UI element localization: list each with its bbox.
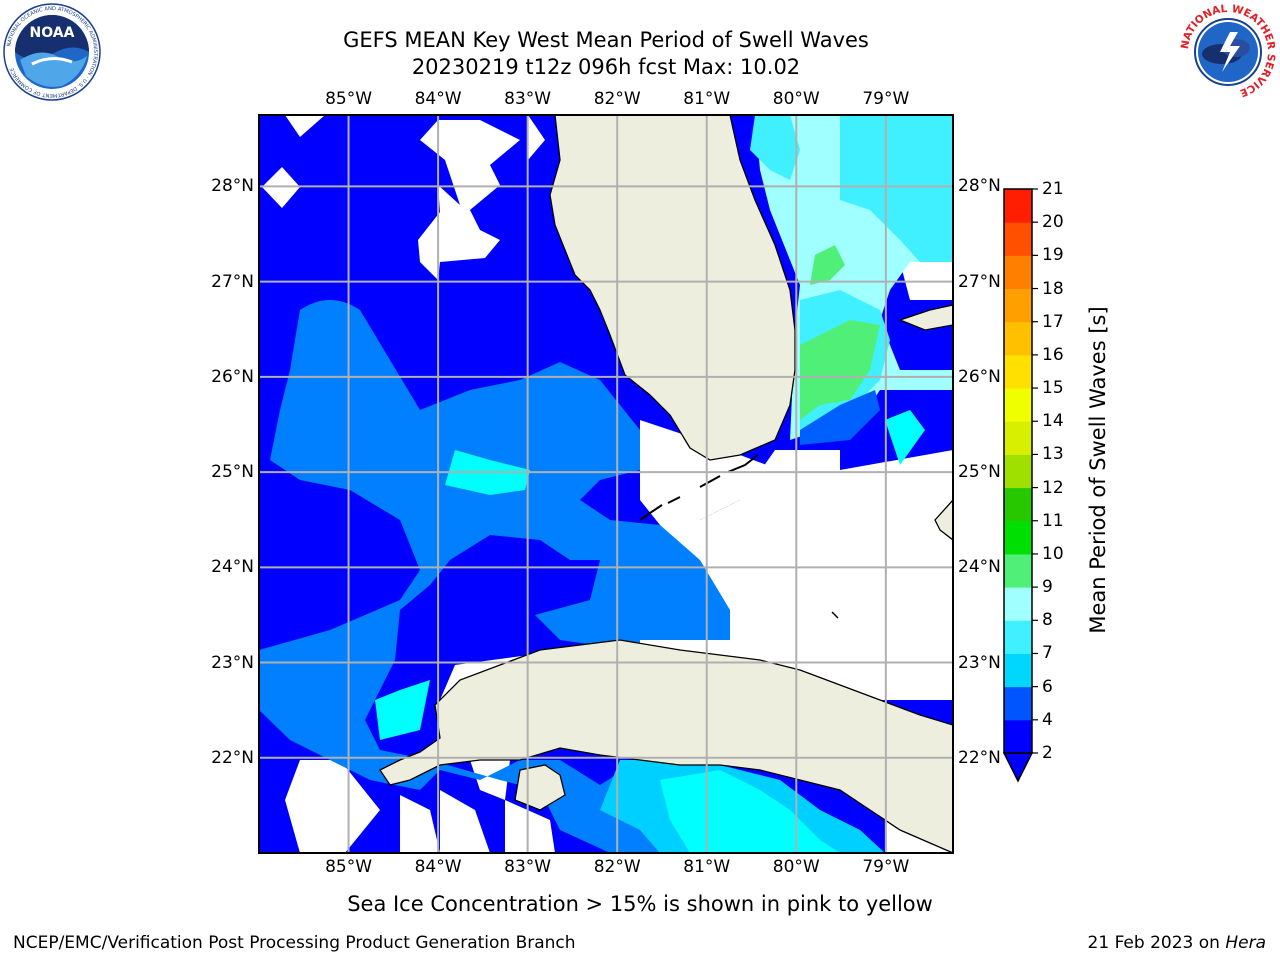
lon-tick-bottom: 83°W	[504, 857, 552, 877]
colorbar-segment	[1004, 189, 1032, 223]
colorbar-segment	[1004, 620, 1032, 654]
colorbar-tick-label: 8	[1042, 610, 1053, 631]
map-plot-area	[259, 115, 953, 853]
colorbar-title: Mean Period of Swell Waves [s]	[1086, 306, 1110, 634]
footer-machine: Hera	[1225, 933, 1266, 953]
colorbar-segment	[1004, 454, 1032, 489]
lon-tick-bottom: 84°W	[414, 857, 462, 877]
colorbar-tick-label: 4	[1042, 709, 1053, 730]
lon-tick-bottom: 85°W	[325, 857, 373, 877]
colorbar-tick-label: 15	[1042, 378, 1064, 399]
lat-tick-right: 22°N	[958, 747, 1001, 768]
footer-right: 21 Feb 2023 on Hera	[1088, 933, 1266, 953]
lat-tick-left: 23°N	[211, 652, 254, 673]
lat-tick-left: 28°N	[211, 176, 254, 197]
colorbar-segment	[1004, 686, 1032, 721]
lon-tick-top: 83°W	[504, 89, 552, 109]
footer-left: NCEP/EMC/Verification Post Processing Pr…	[13, 933, 576, 953]
lat-tick-left: 26°N	[211, 366, 254, 387]
colorbar-tick-label: 6	[1042, 676, 1053, 697]
colorbar-tick-label: 10	[1042, 543, 1064, 564]
colorbar-segment	[1004, 388, 1032, 422]
lat-tick-left: 27°N	[211, 271, 254, 292]
chart-title-line2: 20230219 t12z 096h fcst Max: 10.02	[411, 55, 801, 79]
colorbar-segment	[1004, 487, 1032, 522]
cay-sal	[831, 611, 839, 619]
lon-tick-bottom: 81°W	[683, 857, 731, 877]
colorbar-tick-label: 21	[1042, 179, 1064, 199]
colorbar-tick-label: 20	[1042, 212, 1064, 233]
colorbar-extend-min	[1002, 752, 1034, 783]
swell-field-green-south	[800, 320, 880, 420]
colorbar-tick-label: 7	[1042, 643, 1053, 664]
colorbar-tick-label: 13	[1042, 444, 1064, 465]
colorbar-tick-label: 17	[1042, 311, 1064, 332]
lon-tick-top: 81°W	[683, 89, 731, 109]
colorbar-segment	[1004, 719, 1032, 754]
swell-field-green-north	[810, 245, 845, 285]
lon-tick-top: 85°W	[325, 89, 373, 109]
colorbar-tick-label: 11	[1042, 510, 1064, 531]
lat-tick-right: 27°N	[958, 271, 1001, 292]
swell-field-mid-atlantic	[800, 390, 880, 445]
florida-landmass	[549, 115, 796, 461]
lon-tick-top: 79°W	[862, 89, 910, 109]
colorbar-tick-label: 16	[1042, 344, 1064, 365]
swell-field-mid	[259, 300, 730, 853]
lon-tick-bottom: 82°W	[593, 857, 641, 877]
lon-tick-bottom: 80°W	[772, 857, 820, 877]
noaa-logo: NOAA NATIONAL OCEANIC AND ATMOSPHERIC AD…	[3, 3, 101, 101]
colorbar	[1002, 188, 1038, 783]
colorbar-tick-label: 14	[1042, 411, 1064, 432]
florida-keys	[639, 454, 759, 521]
lat-tick-left: 22°N	[211, 747, 254, 768]
colorbar-segment	[1004, 553, 1032, 588]
bahamas-grand	[898, 304, 953, 331]
colorbar-segment	[1004, 653, 1032, 688]
lon-tick-top: 84°W	[414, 89, 462, 109]
lat-tick-right: 28°N	[958, 176, 1001, 197]
swell-field-cyan-south-core	[660, 770, 840, 853]
sea-ice-caption: Sea Ice Concentration > 15% is shown in …	[347, 892, 933, 916]
lon-tick-top: 82°W	[593, 89, 641, 109]
cuba-landmass	[379, 639, 953, 853]
colorbar-segment	[1004, 354, 1032, 389]
lon-tick-bottom: 79°W	[862, 857, 910, 877]
lat-tick-left: 24°N	[211, 557, 254, 578]
swell-field-cyan-west	[375, 680, 430, 740]
swell-field-cyan-ne	[840, 115, 953, 262]
noaa-logo-text: NOAA	[30, 25, 75, 41]
colorbar-tick-label: 9	[1042, 577, 1053, 598]
lon-tick-top: 80°W	[772, 89, 820, 109]
map-frame	[258, 114, 954, 854]
footer-date: 21 Feb 2023 on	[1087, 933, 1226, 953]
colorbar-tick-label: 12	[1042, 477, 1064, 498]
lat-tick-right: 25°N	[958, 462, 1001, 483]
lat-tick-left: 25°N	[211, 462, 254, 483]
nws-logo: NATIONAL WEATHER SERVICE	[1179, 3, 1277, 100]
bahamas-andros	[934, 499, 953, 541]
lat-tick-right: 23°N	[958, 652, 1001, 673]
lat-tick-right: 26°N	[958, 366, 1001, 387]
colorbar-segment	[1004, 222, 1032, 256]
colorbar-tick-label: 19	[1042, 245, 1064, 266]
swell-field-cyan-bahamas	[885, 410, 925, 465]
colorbar-segment	[1004, 587, 1032, 621]
colorbar-segment	[1004, 520, 1032, 555]
lat-tick-right: 24°N	[958, 557, 1001, 578]
colorbar-segment	[1004, 255, 1032, 290]
swell-field-cyan-north	[750, 115, 800, 180]
colorbar-segment	[1004, 288, 1032, 323]
colorbar-segment	[1004, 421, 1032, 455]
map-grid	[259, 115, 953, 853]
colorbar-tick-label: 18	[1042, 278, 1064, 299]
colorbar-segment	[1004, 321, 1032, 356]
colorbar-frame	[1003, 188, 1033, 754]
colorbar-tick-label: 2	[1042, 743, 1053, 763]
chart-title-line1: GEFS MEAN Key West Mean Period of Swell …	[343, 28, 869, 52]
